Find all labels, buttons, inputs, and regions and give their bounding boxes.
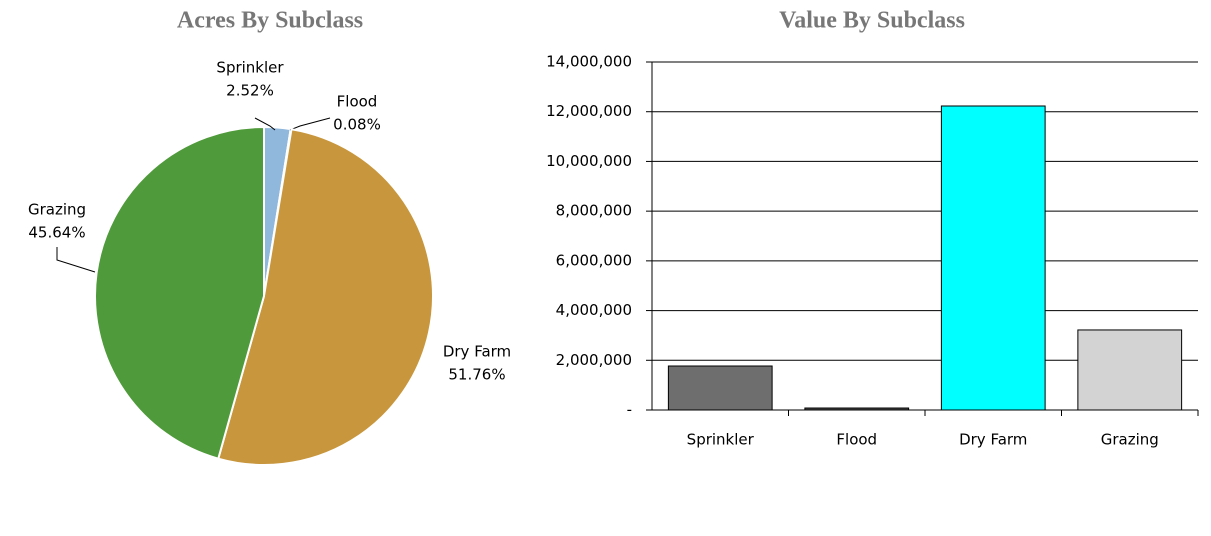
bar: [668, 366, 772, 410]
x-tick-label: Dry Farm: [959, 431, 1027, 449]
y-tick-label: -: [627, 401, 632, 419]
y-tick-label: 10,000,000: [546, 152, 632, 170]
x-tick-label: Sprinkler: [687, 431, 755, 449]
slice-value-label: 51.76%: [448, 366, 505, 384]
leader-line: [57, 247, 95, 272]
y-tick-label: 2,000,000: [556, 351, 632, 369]
x-tick-label: Flood: [836, 431, 877, 449]
y-tick-label: 8,000,000: [556, 202, 632, 220]
slice-value-label: 0.08%: [333, 116, 381, 134]
bar: [1078, 330, 1182, 410]
chart-title: Value By Subclass: [779, 8, 965, 34]
y-tick-label: 4,000,000: [556, 301, 632, 319]
chart-title: Acres By Subclass: [177, 8, 363, 34]
page: Acres By Subclass Value By Subclass Spri…: [0, 0, 1211, 536]
slice-label: Flood: [337, 93, 378, 111]
slice-label: Sprinkler: [216, 59, 284, 77]
leader-line: [290, 118, 330, 130]
slice-label: Grazing: [28, 201, 86, 219]
slice-value-label: 45.64%: [28, 224, 85, 242]
y-tick-label: 12,000,000: [546, 102, 632, 120]
bar: [941, 106, 1045, 410]
x-tick-label: Grazing: [1101, 431, 1159, 449]
slice-label: Dry Farm: [443, 343, 511, 361]
y-tick-label: 14,000,000: [546, 53, 632, 71]
y-tick-label: 6,000,000: [556, 251, 632, 269]
slice-value-label: 2.52%: [226, 82, 274, 100]
